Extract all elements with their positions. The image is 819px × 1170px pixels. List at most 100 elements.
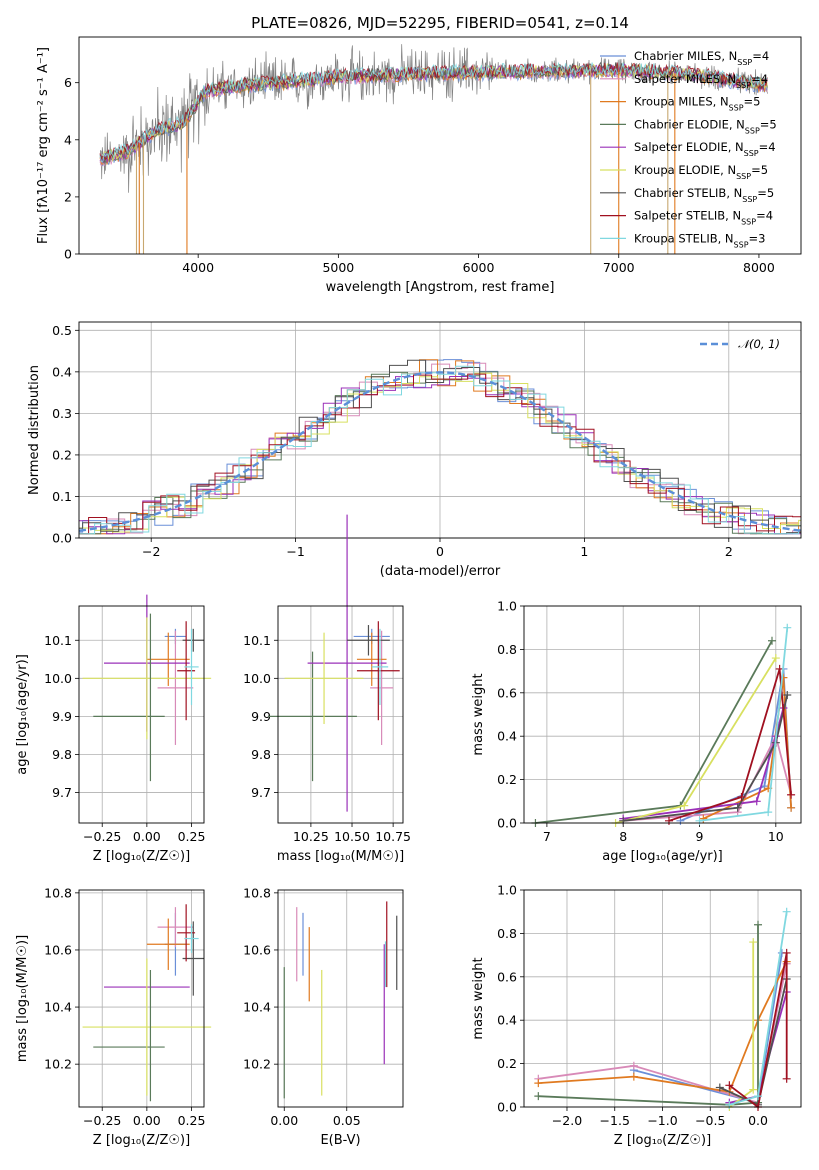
weight-point [783, 690, 792, 699]
legend-suffix: =4 [752, 49, 769, 63]
y-axis-label: mass [log₁₀(M/M☉)] [15, 935, 30, 1062]
axes-mass_vs_Z: −0.25 0.00 0.25 10.2 10.4 10.6 10.8 Z [log₁₀(Z/… [15, 885, 212, 1148]
legend-label: Kroupa STELIB, N [634, 231, 734, 245]
x-tick-label: 8 [619, 829, 627, 844]
legend-entry: Salpeter STELIB, NSSP=4 [634, 209, 773, 227]
spectrum-plot [99, 44, 768, 254]
weight-point [629, 1061, 638, 1070]
axes-mass_vs_ebv: 0.00 0.05 10.2 10.4 10.6 10.8 E(B-V) [243, 885, 404, 1148]
axes-frame [277, 889, 404, 1108]
weight-point [782, 948, 791, 957]
y-tick-label: 0.0 [497, 816, 517, 831]
x-tick-label: 10.25 [293, 829, 329, 844]
y-axis-label: Normed distribution [27, 365, 42, 495]
legend-label: Chabrier STELIB, N [634, 186, 742, 200]
legend-subscript: SSP [744, 149, 759, 158]
weight-point [771, 654, 780, 663]
axes-frame [523, 889, 802, 1108]
model-line [99, 61, 768, 163]
legend-entry: Chabrier ELODIE, NSSP=5 [634, 117, 777, 135]
legend-suffix: =4 [756, 209, 773, 223]
weight-point [768, 636, 777, 645]
weight-point [782, 1074, 791, 1083]
legend-label: Chabrier MILES, N [634, 49, 737, 63]
x-tick-label: 4000 [182, 260, 214, 275]
y-tick-label: 10.6 [44, 942, 72, 957]
y-axis-label: mass weight [471, 957, 486, 1039]
weight-point [787, 790, 796, 799]
y-axis-label: Flux [fλ10⁻¹⁷ erg cm⁻² s⁻¹ A⁻¹] [36, 47, 51, 244]
y-tick-label: 0.8 [497, 926, 517, 941]
x-tick-label: 1 [580, 544, 588, 559]
legend-label: Chabrier ELODIE, N [634, 117, 745, 131]
x-tick-label: −1.0 [647, 1113, 677, 1128]
axes-frame [78, 889, 205, 1108]
legend-label: Kroupa MILES, N [634, 95, 729, 109]
legend-entry: 𝒩(0, 1) [738, 337, 780, 351]
legend-entry: Chabrier MILES, NSSP=4 [634, 49, 769, 67]
weight-point [725, 1081, 734, 1090]
weight-point [680, 801, 689, 810]
y-tick-label: 0.2 [52, 447, 72, 462]
weight-point [749, 1085, 758, 1094]
x-tick-label: 10 [768, 829, 784, 844]
legend-suffix: =4 [759, 140, 776, 154]
weight-point [534, 1092, 543, 1101]
y-tick-label: 1.0 [497, 599, 517, 614]
weight-line [538, 924, 759, 1106]
legend-suffix: =5 [744, 95, 761, 109]
weight-point [725, 1100, 734, 1109]
axes-weight_vs_age: 7 8 9 10 0.0 0.2 0.4 0.6 0.8 1.0 age [log₁₀(age/yr… [471, 599, 802, 864]
y-axis-label: mass weight [471, 673, 486, 755]
legend-label: Salpeter STELIB, N [634, 209, 741, 223]
y-tick-label: 0 [64, 247, 72, 262]
weight-point [783, 623, 792, 632]
x-axis-label: wavelength [Angstrom, rest frame] [326, 280, 555, 295]
x-axis-label: E(B-V) [320, 1133, 360, 1148]
y-tick-label: 10.0 [243, 671, 271, 686]
y-tick-label: 9.9 [52, 709, 72, 724]
x-tick-label: 9 [696, 829, 704, 844]
x-tick-label: 7000 [603, 260, 635, 275]
weight-point [754, 1092, 763, 1101]
weight-point [749, 938, 758, 947]
y-tick-label: 10.8 [243, 885, 271, 900]
y-tick-label: 0.0 [497, 1100, 517, 1115]
weight-point [764, 808, 773, 817]
legend-subscript: SSP [734, 240, 749, 249]
weight-point [629, 1072, 638, 1081]
y-tick-label: 10.1 [44, 633, 72, 648]
histogram-step [79, 373, 801, 535]
weight-point [752, 797, 761, 806]
weight-line [728, 952, 788, 1109]
x-axis-label: Z [log₁₀(Z/Z☉)] [93, 849, 190, 864]
weight-point [676, 816, 685, 825]
axes-frame [78, 321, 802, 539]
y-tick-label: 9.8 [52, 747, 72, 762]
y-tick-label: 9.7 [251, 785, 271, 800]
x-tick-label: 6000 [463, 260, 495, 275]
weight-line [623, 707, 785, 820]
y-tick-label: 0.4 [497, 729, 517, 744]
weight-line [615, 657, 777, 824]
legend-entry: Salpeter MILES, NSSP=4 [634, 72, 768, 90]
x-tick-label: 0.00 [270, 1113, 298, 1128]
weight-point [695, 816, 704, 825]
x-tick-label: 10.75 [375, 829, 411, 844]
histogram-step [79, 372, 801, 533]
legend-subscript: SSP [742, 194, 757, 203]
residual-plot [79, 359, 801, 535]
weight-line [668, 668, 792, 822]
y-tick-label: 4 [64, 132, 72, 147]
legend-suffix: =4 [751, 72, 768, 86]
weight-point [787, 803, 796, 812]
legend-subscript: SSP [745, 126, 760, 135]
x-axis-label: (data-model)/error [380, 564, 501, 579]
y-tick-label: 2 [64, 189, 72, 204]
histogram-step [79, 359, 801, 535]
legend-subscript: SSP [736, 172, 751, 181]
legend-entry: Kroupa MILES, NSSP=5 [634, 95, 760, 113]
y-tick-label: 9.7 [52, 785, 72, 800]
x-tick-label: 8000 [743, 260, 775, 275]
